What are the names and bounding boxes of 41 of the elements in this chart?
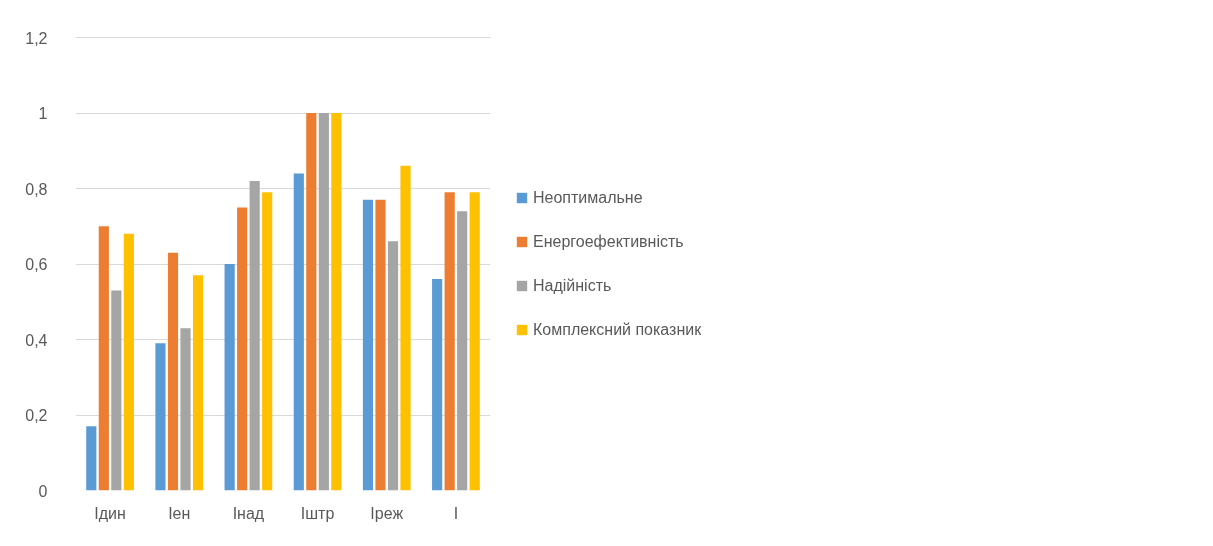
bar <box>457 211 468 491</box>
x-tick-label: Іен <box>168 504 191 522</box>
y-tick-label: 1 <box>38 105 48 122</box>
bar <box>249 180 260 491</box>
bar <box>180 328 191 491</box>
bar <box>224 264 235 491</box>
bar <box>98 226 109 491</box>
legend-label: Неоптимальне <box>533 188 643 207</box>
bar <box>192 275 204 491</box>
bar <box>387 241 399 491</box>
bar <box>331 113 342 491</box>
legend-label: Надійність <box>533 276 612 295</box>
x-tick-label: Іштр <box>300 504 335 522</box>
y-tick-label: 1,2 <box>25 29 48 47</box>
bar <box>237 207 248 491</box>
x-tick-label: Інад <box>232 504 265 522</box>
y-tick-label: 0,4 <box>25 331 48 349</box>
bar <box>123 233 134 491</box>
x-tick-label: Ідин <box>94 504 126 522</box>
y-tick-label: 0 <box>38 482 48 500</box>
bar <box>293 173 304 491</box>
y-tick-label: 0,8 <box>25 180 48 198</box>
bar <box>155 343 166 491</box>
bar <box>375 199 386 491</box>
x-tick-label: Іреж <box>370 504 404 522</box>
bar <box>167 252 179 491</box>
bar <box>400 165 411 491</box>
legend-label: Комплексний показник <box>533 320 702 339</box>
bar <box>306 113 317 491</box>
bar <box>432 279 443 491</box>
bar <box>111 290 122 491</box>
bar <box>362 199 374 491</box>
y-tick-label: 0,6 <box>25 256 48 273</box>
bar <box>318 113 329 491</box>
bar <box>86 426 97 491</box>
bar <box>469 192 480 491</box>
y-tick-label: 0,2 <box>25 407 48 424</box>
x-tick-label: І <box>453 504 459 522</box>
legend-label: Енергоефективність <box>533 232 684 251</box>
bar <box>444 192 455 491</box>
bar <box>262 192 273 491</box>
